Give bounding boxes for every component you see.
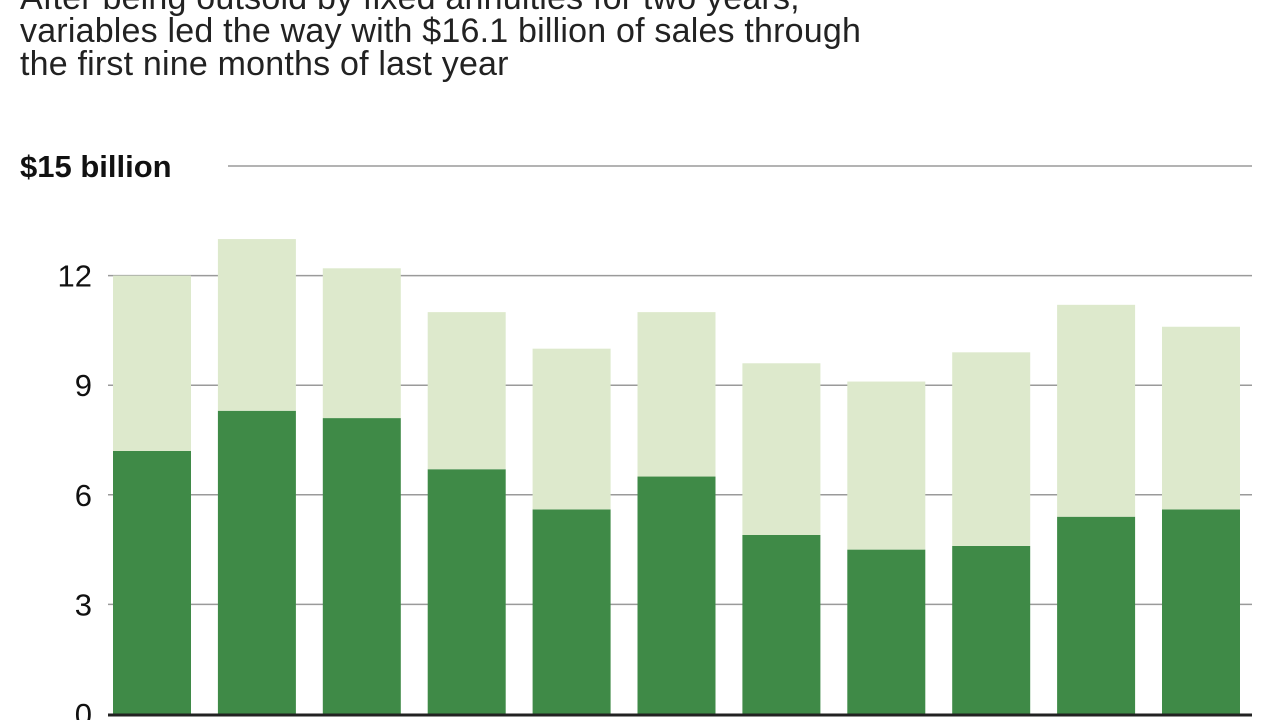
subtitle-line-1: After being outsold by fixed annuities f… [20,0,1220,15]
bar-variable-4 [427,469,506,714]
bar-fixed-11 [1162,326,1240,510]
y-tick-label-6: 6 [75,478,92,513]
y-tick-label-0: 0 [75,697,92,720]
bar-variable-9 [952,545,1031,714]
subtitle-line-3: the first nine months of last year [20,45,509,83]
bar-fixed-7 [742,363,821,535]
bar-variable-3 [322,418,401,714]
bar-variable-11 [1162,509,1240,714]
bar-fixed-6 [637,312,716,477]
bar-variable-10 [1057,516,1136,714]
bar-variable-6 [637,476,716,714]
y-tick-label-15: $15 billion [20,149,172,184]
bar-fixed-1 [113,275,191,451]
bar-fixed-9 [952,352,1031,546]
y-tick-label-12: 12 [58,259,92,294]
bar-fixed-10 [1057,304,1136,517]
bar-variable-2 [217,410,296,714]
bars [113,239,1240,714]
bar-variable-8 [847,549,926,714]
bar-fixed-2 [217,239,296,411]
bar-variable-5 [532,509,611,714]
bar-fixed-5 [532,348,611,510]
subtitle-line-2: variables led the way with $16.1 billion… [20,12,862,50]
y-tick-label-9: 9 [75,368,92,403]
chart-subtitle: After being outsold by fixed annuities f… [20,0,1220,81]
bar-fixed-8 [847,381,926,550]
bar-variable-7 [742,534,821,714]
bar-fixed-4 [427,312,506,470]
bar-variable-1 [113,450,191,714]
y-tick-labels: 0 3 6 9 12 $15 billion [20,149,172,720]
y-tick-label-3: 3 [75,587,92,622]
bar-fixed-3 [322,268,401,419]
